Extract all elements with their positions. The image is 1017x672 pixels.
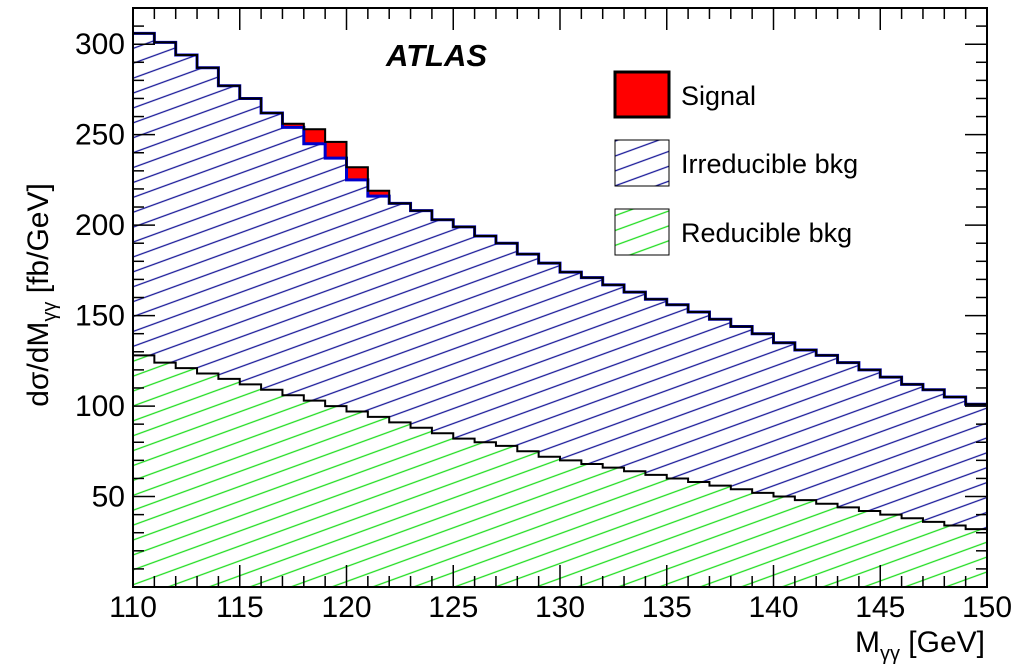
legend: Signal Irreducible bkg Reducible bkg [613,70,858,256]
total-outline [133,32,987,406]
legend-swatch-signal [613,70,671,119]
axes: 110 115 120 125 130 135 140 145 150 50 100 150 200 25… [75,7,1012,624]
signal-bar [345,166,369,181]
svg-text:dσ/dMγγ [fb/GeV]: dσ/dMγγ [fb/GeV] [22,183,61,407]
x-tick-label: 110 [109,591,157,624]
x-tick-label: 115 [216,591,264,624]
legend-swatch-reducible [614,208,670,256]
x-tick-label: 125 [428,591,478,624]
x-tick-label: 120 [321,591,371,624]
x-tick-label: 140 [748,591,798,624]
plot-area [133,31,987,587]
legend-label-signal: Signal [681,81,756,111]
legend-label-irreducible: Irreducible bkg [681,149,858,179]
y-tick-label: 50 [92,481,125,514]
y-tick-label: 250 [75,119,125,152]
signal-bar [303,128,326,145]
y-axis-title: dσ/dMγγ [fb/GeV] [22,183,61,407]
y-axis-title-sub: γγ [39,302,61,322]
y-tick-label: 300 [75,28,125,61]
x-axis-title: Mγγ [GeV] [855,626,985,665]
svg-text:Mγγ [GeV]: Mγγ [GeV] [855,626,985,665]
experiment-label: ATLAS [385,38,487,73]
y-tick-label: 150 [75,300,125,333]
y-axis-title-suffix: [fb/GeV] [22,183,55,301]
x-axis-title-main: M [855,626,880,659]
signal-bar [324,141,348,159]
y-tick-label: 100 [75,390,125,423]
x-axis-title-suffix: [GeV] [900,626,985,659]
reducible-bkg-outline [133,354,987,531]
y-axis-title-main: dσ/dM [22,322,55,407]
x-tick-label: 130 [535,591,585,624]
x-tick-label: 145 [855,591,905,624]
legend-swatch-irreducible [614,139,670,187]
reducible-bkg-area [133,355,987,587]
x-axis-title-sub: γγ [880,643,900,665]
legend-label-reducible: Reducible bkg [681,218,852,248]
y-tick-label: 200 [75,209,125,242]
x-tick-label: 135 [642,591,692,624]
x-tick-label: 150 [962,591,1012,624]
